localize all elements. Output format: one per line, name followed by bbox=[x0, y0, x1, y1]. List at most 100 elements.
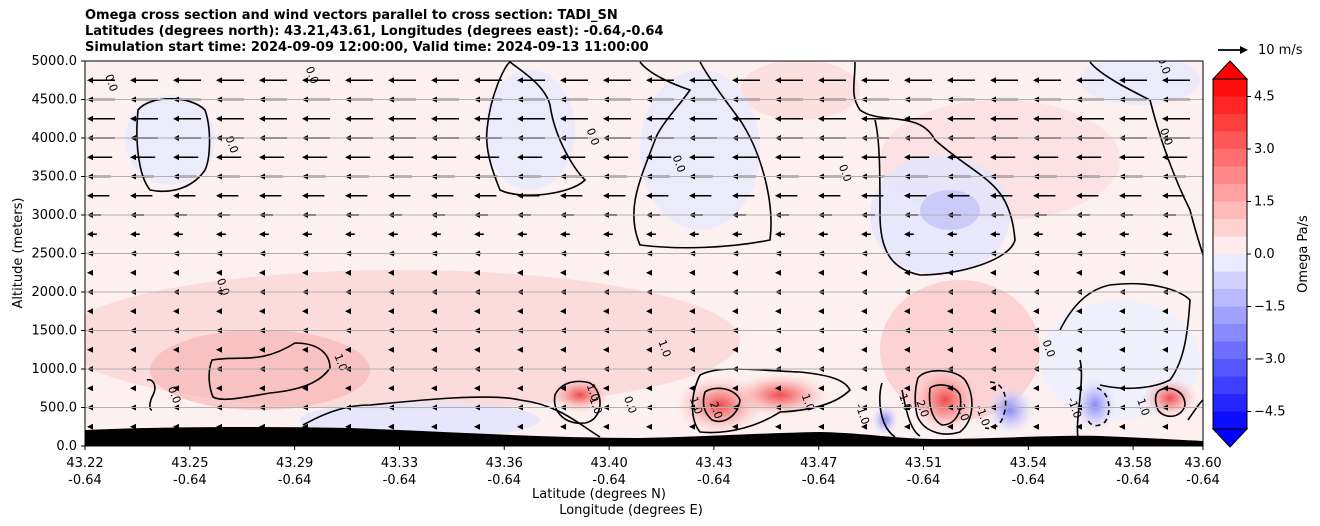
wind-vector-head bbox=[1033, 423, 1039, 430]
wind-vector-head bbox=[904, 77, 910, 84]
wind-vector-head bbox=[1162, 385, 1168, 392]
wind-vector-head bbox=[775, 192, 781, 199]
wind-vector-head bbox=[474, 269, 480, 276]
wind-vector-head bbox=[1205, 231, 1211, 237]
wind-vector-head bbox=[1205, 212, 1211, 218]
wind-vector-head bbox=[1119, 154, 1125, 161]
wind-vector-head bbox=[646, 231, 652, 238]
wind-vector-head bbox=[474, 115, 480, 122]
wind-vector-head bbox=[947, 154, 953, 161]
wind-vector-head bbox=[1076, 77, 1082, 84]
x-tick-label-latitude: 43.33 bbox=[381, 456, 418, 471]
wind-vector-head bbox=[818, 115, 824, 122]
wind-vector-head bbox=[990, 269, 996, 276]
wind-vector-head bbox=[603, 192, 609, 199]
wind-vector-head bbox=[130, 423, 136, 430]
wind-vector-head bbox=[775, 308, 781, 315]
wind-vector-head bbox=[388, 154, 394, 161]
wind-vector-head bbox=[1076, 269, 1082, 276]
horizontal-grid-lines bbox=[85, 99, 1203, 408]
contour-label: 0.0 bbox=[670, 153, 688, 174]
wind-vector-head bbox=[1205, 116, 1211, 122]
wind-vector-head bbox=[861, 308, 867, 315]
wind-vector-head bbox=[947, 269, 953, 276]
wind-vector-head bbox=[1205, 77, 1211, 83]
x-tick-label-latitude: 43.51 bbox=[905, 456, 942, 471]
wind-vector-head bbox=[560, 385, 566, 392]
wind-vector-head bbox=[87, 77, 93, 84]
wind-vector-head bbox=[1033, 115, 1039, 122]
wind-vector-head bbox=[560, 77, 566, 84]
x-tick-label-longitude: -0.64 bbox=[907, 473, 941, 488]
wind-vector-head bbox=[388, 231, 394, 238]
x-tick-label-longitude: -0.64 bbox=[68, 473, 102, 488]
wind-vector-head bbox=[689, 115, 695, 122]
x-tick-label-latitude: 43.22 bbox=[66, 456, 103, 471]
wind-vector-head bbox=[1205, 405, 1211, 411]
wind-vector-head bbox=[87, 385, 93, 392]
wind-vector-head bbox=[732, 346, 738, 353]
wind-vector-head bbox=[216, 77, 222, 84]
wind-vector-head bbox=[1033, 346, 1039, 353]
x-tick-label-latitude: 43.54 bbox=[1010, 456, 1047, 471]
wind-vector-head bbox=[1205, 154, 1211, 160]
contour-label: 2.0 bbox=[707, 400, 725, 421]
wind-vector-head bbox=[345, 192, 351, 199]
wind-vector-head bbox=[689, 269, 695, 276]
wind-vector-head bbox=[1119, 385, 1125, 392]
wind-vector-head bbox=[603, 269, 609, 276]
wind-vector-head bbox=[517, 423, 523, 430]
x-tick-label-latitude: 43.43 bbox=[695, 456, 732, 471]
colorbar-band bbox=[1213, 254, 1247, 272]
wind-vector-head bbox=[861, 192, 867, 199]
wind-vector-head bbox=[861, 231, 867, 238]
wind-vector-head bbox=[1076, 423, 1082, 430]
wind-vector-head bbox=[904, 385, 910, 392]
wind-vector-head bbox=[474, 231, 480, 238]
x-axis-label-latitude: Latitude (degrees N) bbox=[532, 487, 666, 502]
wind-vector-head bbox=[947, 231, 953, 238]
colorbar-tick-label: 4.5 bbox=[1254, 90, 1275, 105]
wind-vector-head bbox=[990, 308, 996, 315]
wind-vector-head bbox=[818, 231, 824, 238]
wind-vector-head bbox=[130, 115, 136, 122]
colorbar-band bbox=[1213, 289, 1247, 307]
wind-vector-head bbox=[302, 192, 308, 199]
chart-title: Omega cross section and wind vectors par… bbox=[85, 8, 618, 23]
wind-vector-head bbox=[990, 192, 996, 199]
wind-vector-head bbox=[87, 231, 93, 238]
wind-vector-head bbox=[646, 423, 652, 430]
wind-vector-head bbox=[345, 154, 351, 161]
wind-vector-head bbox=[990, 77, 996, 84]
wind-vector-head bbox=[1162, 423, 1168, 430]
wind-vector-head bbox=[1119, 423, 1125, 430]
colorbar-band bbox=[1213, 201, 1247, 220]
wind-vector-head bbox=[560, 423, 566, 430]
wind-vector-head bbox=[646, 77, 652, 84]
wind-vector-head bbox=[904, 231, 910, 238]
wind-vector-head bbox=[474, 192, 480, 199]
wind-vector-head bbox=[517, 231, 523, 238]
wind-vector-head bbox=[130, 269, 136, 276]
x-tick-label-longitude: -0.64 bbox=[1012, 473, 1046, 488]
wind-vector-head bbox=[216, 269, 222, 276]
wind-vector-head bbox=[1033, 77, 1039, 84]
wind-vector-head bbox=[259, 115, 265, 122]
wind-vector-head bbox=[431, 154, 437, 161]
wind-vector-head bbox=[130, 231, 136, 238]
wind-vector-head bbox=[861, 77, 867, 84]
wind-vector-head bbox=[646, 308, 652, 315]
colorbar-extend-min bbox=[1211, 428, 1249, 448]
contour-label: 1.0 bbox=[587, 395, 605, 416]
wind-vector-head bbox=[1205, 289, 1211, 295]
plot-area: 0.00.00.00.00.01.00.00.00.00.01.01.01.00… bbox=[85, 61, 1211, 446]
wind-vector-head bbox=[474, 423, 480, 430]
wind-vector-head bbox=[345, 269, 351, 276]
x-axis-label-longitude: Longitude (degrees E) bbox=[559, 503, 703, 518]
wind-vector-head bbox=[431, 269, 437, 276]
wind-vector-head bbox=[904, 154, 910, 161]
wind-vector-head bbox=[517, 115, 523, 122]
wind-vector-head bbox=[861, 154, 867, 161]
wind-vector-head bbox=[173, 269, 179, 276]
